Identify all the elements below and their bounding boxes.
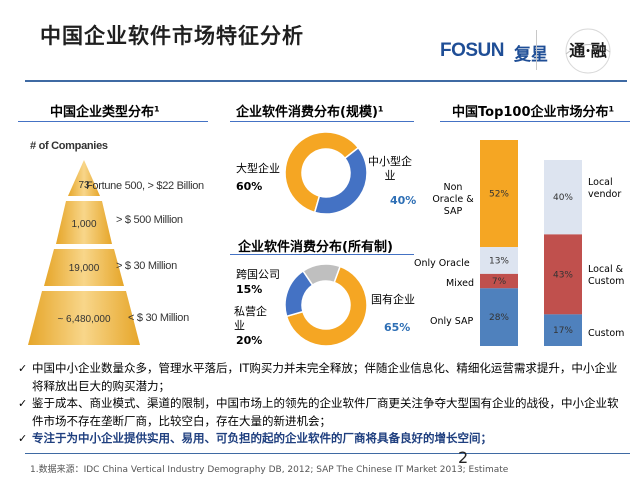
seal-logo: 通·融 [565, 28, 611, 74]
top100-bar-b-value-1: 40% [553, 193, 573, 203]
footer-source: 1.数据来源：IDC China Vertical Industry Demog… [30, 465, 509, 475]
pyramid-tier-2 [56, 201, 112, 244]
pyramid-count-2: 1,000 [71, 219, 96, 230]
top100-bar-b-segment-2 [544, 234, 582, 315]
pyramid-header: # of Companies [30, 140, 108, 152]
top100-bar-a-segment-1 [480, 140, 518, 248]
donut-ownership-private-label: 私营企业 [234, 305, 267, 332]
donut-scale-large-label: 大型企业 [236, 162, 280, 175]
top100-bar-a-value-4: 28% [489, 313, 509, 323]
donut-scale-small-label: 中小型企业 [368, 155, 412, 182]
top100-bar-b-value-2: 43% [553, 270, 573, 280]
logo-divider [536, 30, 537, 70]
top100-label-local-vendor: Local vendor [588, 177, 622, 200]
top100-bar-b-segment-1 [544, 160, 582, 235]
page-title: 中国企业软件市场特征分析 [40, 24, 304, 48]
section-title-top100: 中国Top100企业市场分布¹ [452, 105, 615, 120]
section-rule-scale [230, 121, 414, 122]
section-title-scale: 企业软件消费分布(规模)¹ [236, 105, 384, 120]
top100-label-mixed: Mixed [446, 278, 475, 289]
top100-bar-a-value-2: 13% [489, 257, 509, 267]
pyramid-desc-2: > $ 500 Million [116, 214, 183, 226]
top100-bar-b: 40% 43% 17% [544, 160, 582, 346]
top100-bar-a-value-3: 7% [492, 277, 507, 287]
top100-bar-a-segment-4 [480, 288, 518, 346]
footer-rule [25, 453, 630, 454]
donut-ownership-foreign-label: 跨国公司 [236, 268, 280, 281]
donut-scale-slices [284, 131, 368, 215]
seal-text: 通·融 [569, 41, 607, 60]
check-icon: ✓ [18, 397, 28, 410]
donut-ownership-private-pct: 20% [236, 334, 263, 347]
top100-label-only-oracle: Only Oracle [414, 258, 470, 269]
donut-scale-large-pct: 60% [236, 180, 263, 193]
top100-label-custom: Custom [588, 328, 625, 339]
donut-ownership-chart [284, 263, 368, 347]
top100-label-only-sap: Only SAP [430, 316, 474, 327]
donut-ownership-slices [284, 263, 368, 347]
top100-label-local-custom: Local & Custom [588, 264, 625, 287]
bullet-list: ✓ 中国中小企业数量众多，管理水平落后，IT购买力并未完全释放；伴随企业信息化、精… [18, 360, 628, 448]
pyramid-count-4: ~ 6,480,000 [57, 314, 111, 325]
donut-ownership-slice-foreign [302, 263, 341, 287]
pyramid-count-1: 73 [78, 180, 90, 191]
bullet-text: 鉴于成本、商业模式、渠道的限制，中国市场上的领先的企业软件厂商更关注争夺大型国有… [32, 396, 619, 428]
pyramid-tier-1 [68, 160, 100, 196]
top100-bar-a-segment-2 [480, 247, 518, 274]
donut-ownership-state-pct: 65% [384, 321, 411, 334]
top100-bars: 52% 13% 7% 28% 40% 43% 17% [480, 140, 582, 346]
pyramid-tier-3 [44, 249, 124, 286]
section-rule-top100 [440, 121, 630, 122]
page-number: 2 [458, 448, 469, 467]
donut-scale-small-pct: 40% [390, 194, 417, 207]
fosun-logo-text: FOSUN [440, 40, 505, 61]
fosun-logo-cn: 复星 [514, 45, 548, 65]
pyramid-desc-3: > $ 30 Million [116, 260, 177, 272]
pyramid-desc-1: Fortune 500, > $22 Billion [86, 180, 204, 192]
check-icon: ✓ [18, 362, 28, 375]
top100-bar-b-segment-3 [544, 314, 582, 346]
donut-scale-slice-large [284, 131, 360, 214]
top100-bar-a-value-1: 52% [489, 190, 509, 200]
bullet-text: 专注于为中小企业提供实用、易用、可负担的起的企业软件的厂商将具备良好的增长空间； [32, 431, 492, 445]
donut-ownership-foreign-pct: 15% [236, 283, 263, 296]
donut-scale-chart [284, 131, 368, 215]
top100-bar-a-segment-3 [480, 273, 518, 289]
bullet-item: ✓ 中国中小企业数量众多，管理水平落后，IT购买力并未完全释放；伴随企业信息化、精… [18, 360, 628, 395]
top100-bar-a: 52% 13% 7% 28% [480, 140, 518, 346]
donut-scale-slice-small [313, 146, 368, 215]
check-icon: ✓ [18, 432, 28, 445]
section-title-types: 中国企业类型分布¹ [50, 105, 160, 120]
top100-bar-b-value-3: 17% [553, 326, 573, 336]
donut-ownership-state-label: 国有企业 [371, 293, 415, 306]
donut-ownership-slice-state [285, 265, 368, 347]
pyramid-tier-4 [28, 291, 140, 345]
bullet-item: ✓ 鉴于成本、商业模式、渠道的限制，中国市场上的领先的企业软件厂商更关注争夺大型国… [18, 395, 628, 430]
section-rule-types [18, 121, 208, 122]
pyramid-count-3: 19,000 [69, 263, 100, 274]
top100-label-non-oracle-sap: Non Oracle & SAP [432, 182, 474, 217]
pyramid-desc-4: < $ 30 Million [128, 312, 189, 324]
bullet-text: 中国中小企业数量众多，管理水平落后，IT购买力并未完全释放；伴随企业信息化、精细… [32, 361, 618, 393]
section-rule-ownership [230, 254, 414, 255]
bullet-item-highlight: ✓ 专注于为中小企业提供实用、易用、可负担的起的企业软件的厂商将具备良好的增长空间… [18, 430, 628, 448]
section-title-ownership: 企业软件消费分布(所有制) [238, 240, 393, 255]
pyramid-chart: 73 1,000 19,000 ~ 6,480,000 [28, 160, 140, 345]
title-rule [25, 80, 627, 82]
